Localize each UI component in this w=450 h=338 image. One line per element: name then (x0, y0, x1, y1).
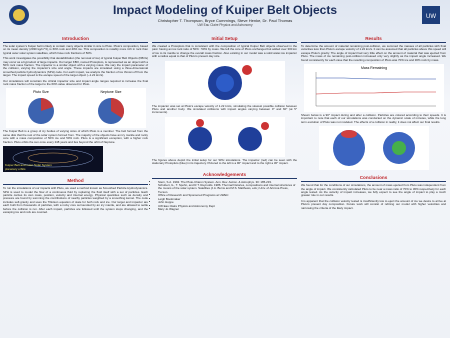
heading: Initial Setup (152, 36, 297, 43)
authors: Christopher T. Thompson, Bryce Cummings,… (157, 18, 293, 23)
caption: The Kuiper Belt is a group of icy bodies… (3, 129, 148, 144)
paragraph: This work investigates the possibility t… (3, 56, 148, 78)
caption: The impactor was set at Pluto's escape v… (152, 103, 297, 115)
reference-item: John Hoppe (158, 200, 297, 204)
setup-image (164, 60, 285, 103)
figure-title: Mass Remaining (360, 66, 386, 70)
heading: Introduction (3, 36, 148, 43)
caption: Shown below is a 90° impact during and a… (301, 113, 446, 124)
middle-column: Initial Setup We created a Protopluto th… (152, 36, 297, 334)
paragraph: The solar system's Kuiper belt is likely… (3, 44, 148, 55)
left-column: Introduction The solar system's Kuiper b… (3, 36, 148, 334)
results-figure: Mass Remaining (303, 64, 444, 113)
pie-title: Neptune Size (100, 90, 121, 94)
caption: The figures above depict the initial set… (152, 157, 297, 166)
logo-left (9, 5, 29, 25)
setup-image (164, 116, 285, 157)
paragraph: To run the simulations of our impacts wi… (3, 186, 148, 214)
kuiper-image: Kuiper Belt and outer Solar System plane… (3, 146, 103, 173)
reference-item: UW Eau Claire Physics and Astronomy Dept (158, 204, 297, 208)
image-label: Kuiper Belt and outer Solar System plane… (5, 163, 52, 172)
right-column: Results To determine the amount of mater… (301, 36, 446, 334)
reference-item: Office of Research and Sponsored Program… (158, 193, 297, 197)
reference-item: Mary Jo Wagner (158, 207, 297, 211)
reference-item: Leigh Bookmaker (158, 197, 297, 201)
heading: Results (301, 36, 446, 43)
paragraph: We found that for the conditions of our … (301, 183, 446, 198)
results-image (318, 126, 429, 171)
affiliation: UW Eau Claire Physics and Astronomy (197, 23, 253, 27)
paragraph: Our simulations will constrain the criti… (3, 78, 148, 87)
reference-item: Schubert, G., T. Spohn, and R.T. Reynold… (158, 183, 297, 194)
paragraph: To determine the amount of material rema… (301, 44, 446, 62)
heading: Conclusions (301, 175, 446, 183)
heading: Method (3, 178, 148, 186)
pie-figure: Pluto Size Neptune Size (5, 88, 146, 129)
title: Impact Modeling of Kuiper Belt Objects (112, 3, 338, 17)
pie-title: Pluto Size (33, 90, 49, 94)
reference-item: Stern, S.A. 1992. The Pluto-Charon Syste… (158, 180, 297, 184)
svg-text:UW: UW (426, 14, 436, 20)
paragraph: We created a Protopluto that is consiste… (152, 44, 297, 59)
reference-list: Stern, S.A. 1992. The Pluto-Charon Syste… (152, 180, 297, 212)
logo-right: UW (422, 6, 440, 24)
heading: Acknowledgements (152, 172, 297, 179)
paragraph: It is apparent that the collision veloci… (301, 198, 446, 210)
